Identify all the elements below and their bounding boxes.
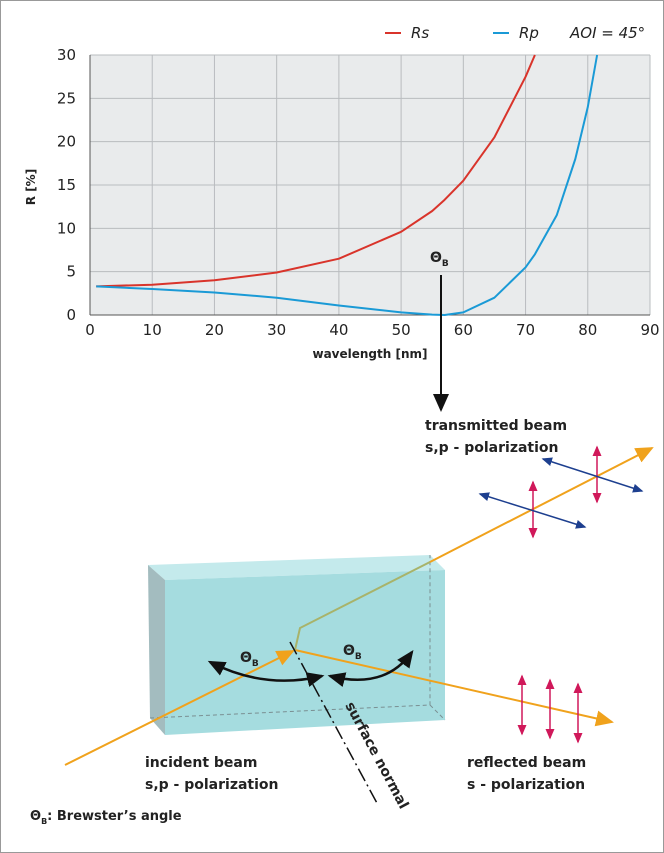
- angle-arc: [207, 660, 325, 687]
- y-tick-label: 10: [57, 219, 76, 237]
- label: transmitted beam: [425, 418, 567, 434]
- x-tick-label: 80: [578, 321, 597, 339]
- label: s,p - polarization: [425, 440, 559, 456]
- x-tick-label: 20: [205, 321, 224, 339]
- p-polarization: [541, 457, 644, 493]
- block-top: [148, 555, 445, 580]
- y-tick-label: 0: [66, 306, 76, 324]
- subscript: B: [252, 659, 259, 669]
- legend-label: Rs: [411, 24, 429, 42]
- y-tick-label: 25: [57, 89, 76, 107]
- legend-label: Rp: [519, 24, 539, 42]
- y-axis-label: R [%]: [24, 169, 38, 205]
- footnote: ΘB: Brewster’s angle: [30, 809, 182, 826]
- x-axis-label: wavelength [nm]: [312, 347, 427, 361]
- x-tick-label: 0: [85, 321, 95, 339]
- label: incident beam: [145, 755, 257, 771]
- x-tick-label: 50: [392, 321, 411, 339]
- hidden-edge: [429, 704, 446, 721]
- chart: 0 5 10 15 20 25 30 0 10 20 30 40 50 60 70 80 90 Rs Rp: [57, 24, 660, 339]
- y-tick-label: 30: [57, 46, 76, 64]
- subscript: B: [41, 817, 47, 826]
- subscript: B: [442, 259, 449, 269]
- y-tick-label: 15: [57, 176, 76, 194]
- x-tick-label: 30: [267, 321, 286, 339]
- transmitted-beam: [429, 447, 654, 563]
- x-tick-label: 70: [516, 321, 535, 339]
- symbol: Θ: [240, 650, 252, 666]
- y-tick-label: 20: [57, 133, 76, 151]
- legend-note: AOI = 45°: [569, 24, 645, 42]
- text: : Brewster’s angle: [47, 809, 182, 824]
- symbol: Θ: [430, 250, 442, 266]
- x-tick-label: 60: [454, 321, 473, 339]
- angle-label: ΘB: [343, 643, 362, 662]
- label: s - polarization: [467, 777, 585, 793]
- y-tick-label: 5: [66, 263, 76, 281]
- angle-arc: [327, 649, 414, 687]
- label: reflected beam: [467, 755, 586, 771]
- p-polarization: [478, 492, 587, 529]
- x-tick-label: 40: [329, 321, 348, 339]
- x-tick-label: 90: [640, 321, 659, 339]
- series-line: [96, 54, 599, 316]
- x-tick-label: 10: [143, 321, 162, 339]
- label: s,p - polarization: [145, 777, 279, 793]
- series-line: [96, 54, 536, 288]
- refracted-beam: [294, 561, 431, 651]
- angle-label: ΘB: [240, 650, 259, 669]
- block-side: [148, 565, 165, 735]
- symbol: Θ: [30, 809, 41, 824]
- brewster-label: ΘB: [430, 250, 449, 269]
- symbol: Θ: [343, 643, 355, 659]
- subscript: B: [355, 652, 362, 662]
